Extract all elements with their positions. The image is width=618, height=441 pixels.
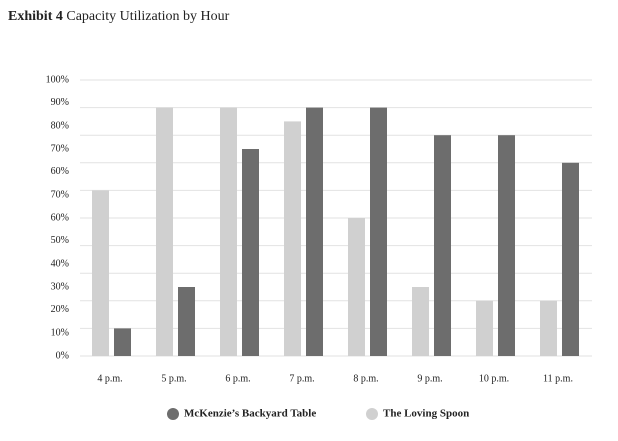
x-tick-label: 11 p.m. xyxy=(543,373,573,384)
bar xyxy=(540,300,557,356)
bar xyxy=(476,300,493,356)
y-tick-label: 60% xyxy=(51,212,69,223)
y-tick-label: 90% xyxy=(51,97,69,108)
legend-label: McKenzie’s Backyard Table xyxy=(184,408,316,420)
y-tick-label: 50% xyxy=(51,235,69,246)
bar xyxy=(434,135,451,356)
bar xyxy=(562,162,579,356)
y-tick-label: 80% xyxy=(51,120,69,131)
x-tick-label: 6 p.m. xyxy=(225,373,250,384)
bar xyxy=(156,107,173,356)
x-tick-label: 5 p.m. xyxy=(161,373,186,384)
bar xyxy=(220,107,237,356)
bar xyxy=(498,135,515,356)
bar xyxy=(412,287,429,356)
x-tick-label: 8 p.m. xyxy=(353,373,378,384)
y-tick-label: 10% xyxy=(51,327,69,338)
y-tick-label: 0% xyxy=(56,350,69,361)
y-tick-label: 100% xyxy=(46,74,69,85)
y-tick-label: 40% xyxy=(51,258,69,269)
legend-swatch xyxy=(167,408,179,420)
bar xyxy=(114,328,131,356)
chart-title: Exhibit 4 Capacity Utilization by Hour xyxy=(8,9,230,24)
y-tick-label: 20% xyxy=(51,304,69,315)
y-tick-label: 70% xyxy=(51,143,69,154)
bar xyxy=(178,287,195,356)
x-tick-label: 10 p.m. xyxy=(479,373,509,384)
bar xyxy=(370,107,387,356)
y-tick-label: 60% xyxy=(51,166,69,177)
legend-label: The Loving Spoon xyxy=(383,408,469,420)
bar xyxy=(242,149,259,356)
y-tick-label: 70% xyxy=(51,189,69,200)
x-tick-label: 4 p.m. xyxy=(97,373,122,384)
legend-swatch xyxy=(366,408,378,420)
bar xyxy=(284,121,301,357)
x-tick-label: 7 p.m. xyxy=(289,373,314,384)
y-tick-label: 30% xyxy=(51,281,69,292)
bar xyxy=(306,107,323,356)
title-text: Capacity Utilization by Hour xyxy=(66,9,229,24)
bar xyxy=(348,218,365,356)
x-tick-label: 9 p.m. xyxy=(417,373,442,384)
bar xyxy=(92,190,109,356)
title-label: Exhibit 4 xyxy=(8,9,63,24)
